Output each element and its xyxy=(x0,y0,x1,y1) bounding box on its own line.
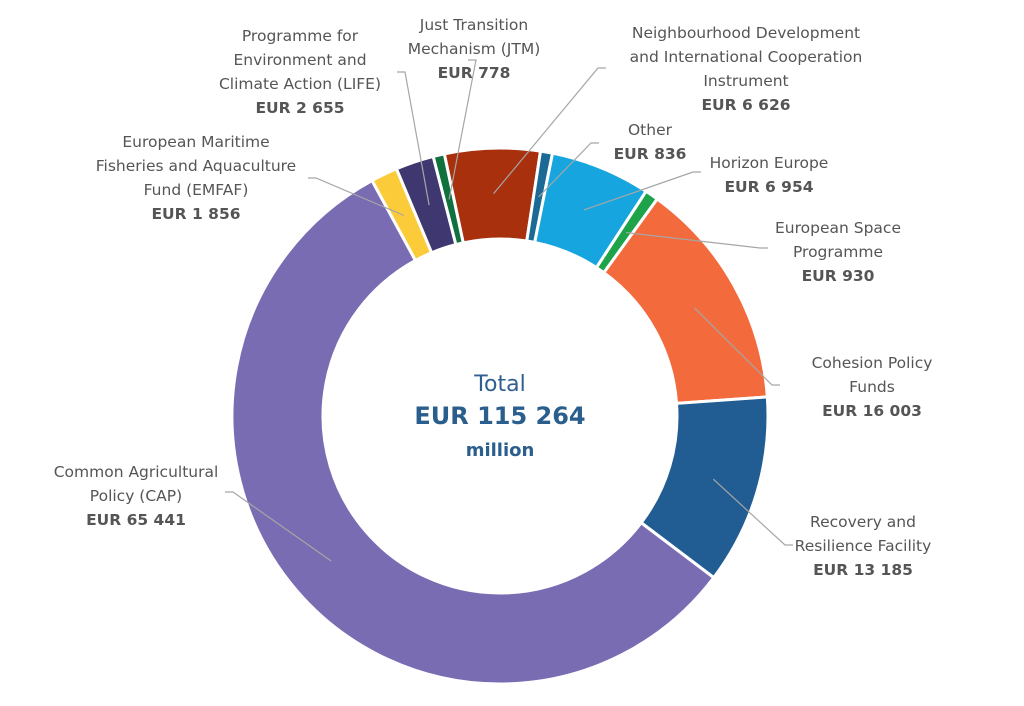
leader-line xyxy=(493,67,606,194)
slice-label-name: Neighbourhood Development xyxy=(632,24,860,42)
donut-slices xyxy=(230,146,770,686)
slice-label-name: Environment and xyxy=(233,51,366,69)
slice-label: European Maritime Fisheries and Aquacultu… xyxy=(96,133,296,223)
slice-label-name: Programme xyxy=(793,243,883,261)
slice-label-name: Cohesion Policy xyxy=(812,354,933,372)
slice-label-value: EUR 6 954 xyxy=(724,178,813,196)
donut-slice xyxy=(230,178,716,686)
slice-label-name: Other xyxy=(628,121,673,139)
slice-label: Neighbourhood Development and Internation… xyxy=(630,24,863,114)
leader-line xyxy=(397,71,430,206)
slice-label-value: EUR 13 185 xyxy=(813,561,913,579)
slice-label: Common Agricultural Policy (CAP) EUR 65 44… xyxy=(54,463,219,529)
slice-label-name: Resilience Facility xyxy=(795,537,932,555)
slice-label-name: Policy (CAP) xyxy=(90,487,182,505)
slice-label-name: and International Cooperation xyxy=(630,48,863,66)
slice-label-name: Horizon Europe xyxy=(710,154,829,172)
slice-label-value: EUR 6 626 xyxy=(701,96,790,114)
leader-line xyxy=(694,307,780,386)
slice-label: Programme for Environment and Climate Acti… xyxy=(219,27,381,117)
slice-label-value: EUR 930 xyxy=(802,267,875,285)
slice-label-name: European Space xyxy=(775,219,901,237)
donut-slice xyxy=(431,152,465,247)
slice-labels: Neighbourhood Development and Internation… xyxy=(54,16,933,579)
leader-line xyxy=(712,478,793,546)
leader-line xyxy=(625,231,768,249)
leader-line xyxy=(448,59,477,200)
slice-label: Cohesion Policy Funds EUR 16 003 xyxy=(812,354,933,420)
center-label: Total EUR 115 264 million xyxy=(414,372,585,461)
slice-label-name: Mechanism (JTM) xyxy=(408,40,541,58)
slice-label-name: Climate Action (LIFE) xyxy=(219,75,381,93)
slice-label-value: EUR 2 655 xyxy=(255,99,344,117)
slice-label-name: Fisheries and Aquaculture xyxy=(96,157,296,175)
center-total-value: EUR 115 264 xyxy=(414,402,585,430)
slice-label-value: EUR 1 856 xyxy=(151,205,240,223)
slice-label-name: European Maritime xyxy=(122,133,269,151)
slice-label-value: EUR 836 xyxy=(614,145,687,163)
slice-label-name: Recovery and xyxy=(810,513,916,531)
center-unit: million xyxy=(466,440,535,461)
slice-label-value: EUR 16 003 xyxy=(822,402,922,420)
slice-label-name: Just Transition xyxy=(419,16,528,34)
slice-label: Recovery and Resilience Facility EUR 13 18… xyxy=(795,513,932,579)
slice-label-value: EUR 778 xyxy=(438,64,511,82)
slice-label: European Space Programme EUR 930 xyxy=(775,219,901,285)
leader-line xyxy=(583,171,701,211)
leader-line xyxy=(538,142,599,198)
slice-label: Horizon Europe EUR 6 954 xyxy=(710,154,829,196)
slice-label-name: Funds xyxy=(849,378,895,396)
center-title: Total xyxy=(473,372,525,397)
slice-label-name: Common Agricultural xyxy=(54,463,219,481)
slice-label: Other EUR 836 xyxy=(614,121,687,163)
slice-label-name: Fund (EMFAF) xyxy=(144,181,249,199)
leader-lines xyxy=(225,59,793,562)
leader-line xyxy=(225,491,332,562)
slice-label-name: Programme for xyxy=(242,27,359,45)
leader-line xyxy=(308,177,405,216)
slice-label-name: Instrument xyxy=(703,72,788,90)
slice-label: Just Transition Mechanism (JTM) EUR 778 xyxy=(408,16,541,82)
slice-label-value: EUR 65 441 xyxy=(86,511,186,529)
